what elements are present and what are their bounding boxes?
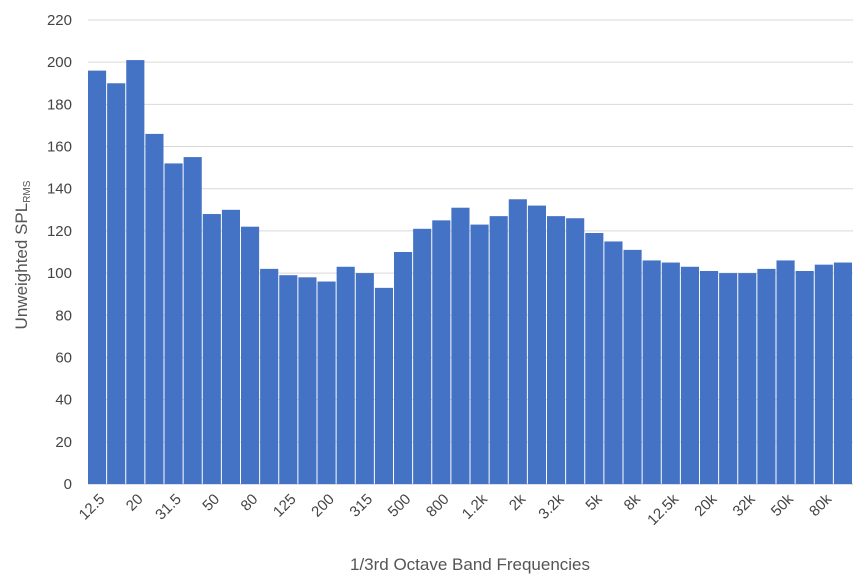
y-tick-label: 200	[47, 54, 72, 71]
bar	[260, 268, 279, 484]
bar	[680, 266, 699, 484]
bar	[432, 220, 451, 484]
x-tick-label: 8k	[621, 490, 645, 514]
x-axis-title: 1/3rd Octave Band Frequencies	[350, 555, 590, 574]
bar	[355, 273, 374, 484]
x-tick-label: 20	[123, 491, 147, 515]
bar	[547, 216, 566, 485]
bar	[642, 260, 661, 484]
y-tick-label: 80	[55, 307, 72, 324]
bar	[604, 241, 623, 484]
bar	[241, 226, 260, 484]
bar	[566, 218, 585, 484]
bar	[776, 260, 795, 484]
y-tick-label: 180	[47, 96, 72, 113]
bars	[88, 60, 852, 485]
bar	[508, 199, 527, 485]
bar	[814, 264, 833, 484]
bar	[451, 207, 470, 484]
bar	[145, 133, 164, 484]
x-tick-label: 315	[346, 491, 376, 521]
x-tick-label: 2k	[506, 490, 530, 514]
bar	[126, 60, 145, 485]
y-tick-label: 60	[55, 349, 72, 366]
y-tick-label: 120	[47, 223, 72, 240]
x-tick-label: 31.5	[152, 491, 185, 524]
bar	[317, 281, 336, 484]
bar	[202, 214, 221, 484]
bar	[164, 163, 183, 484]
bar	[585, 233, 604, 484]
y-tick-label: 220	[47, 12, 72, 29]
y-tick-label: 20	[55, 434, 72, 451]
x-tick-label: 5k	[582, 490, 606, 514]
x-axis-ticks: 12.5 20 31.5 50 80 125 200 315 500 800 1.2k 2k 3.2k 5…	[76, 490, 836, 528]
bar	[107, 83, 126, 484]
bar	[527, 205, 546, 484]
x-tick-label: 800	[423, 491, 453, 521]
y-tick-label: 140	[47, 181, 72, 198]
y-axis-title: Unweighted SPLRMS	[12, 180, 33, 329]
x-tick-label: 500	[385, 491, 415, 521]
x-tick-label: 12.5k	[644, 490, 682, 528]
bar	[489, 216, 508, 485]
bar	[279, 275, 298, 484]
y-tick-label: 160	[47, 139, 72, 156]
x-tick-label: 125	[270, 491, 300, 521]
bar	[757, 268, 776, 484]
y-tick-label: 40	[55, 392, 72, 409]
bar	[738, 273, 757, 484]
bar	[700, 270, 719, 484]
bar	[413, 228, 432, 484]
bar	[336, 266, 355, 484]
bar	[298, 277, 317, 484]
bar	[394, 252, 413, 484]
x-tick-label: 20k	[691, 490, 720, 519]
y-tick-label: 0	[64, 476, 72, 493]
x-tick-label: 3.2k	[535, 490, 567, 522]
y-axis-title-main: Unweighted SPL	[12, 203, 31, 330]
bar	[221, 209, 240, 484]
bar	[719, 273, 738, 484]
y-tick-label: 100	[47, 265, 72, 282]
x-tick-label: 80k	[806, 490, 835, 519]
bar	[623, 249, 642, 484]
x-tick-label: 50	[199, 491, 223, 515]
bar	[183, 157, 202, 484]
y-axis-ticks: 0 20 40 60 80 100 120 140 160 180 200 220	[47, 12, 72, 493]
x-tick-label: 32k	[730, 490, 759, 519]
bar	[795, 270, 814, 484]
x-tick-label: 200	[308, 491, 338, 521]
x-tick-label: 80	[238, 491, 262, 515]
x-tick-label: 50k	[768, 490, 797, 519]
bar	[88, 70, 107, 485]
x-tick-label: 1.2k	[459, 490, 491, 522]
bar	[661, 262, 680, 484]
x-tick-label: 12.5	[76, 491, 109, 524]
y-axis-title-subscript: RMS	[22, 180, 33, 203]
bar	[833, 262, 852, 484]
bar	[374, 287, 393, 484]
bar	[470, 224, 489, 484]
